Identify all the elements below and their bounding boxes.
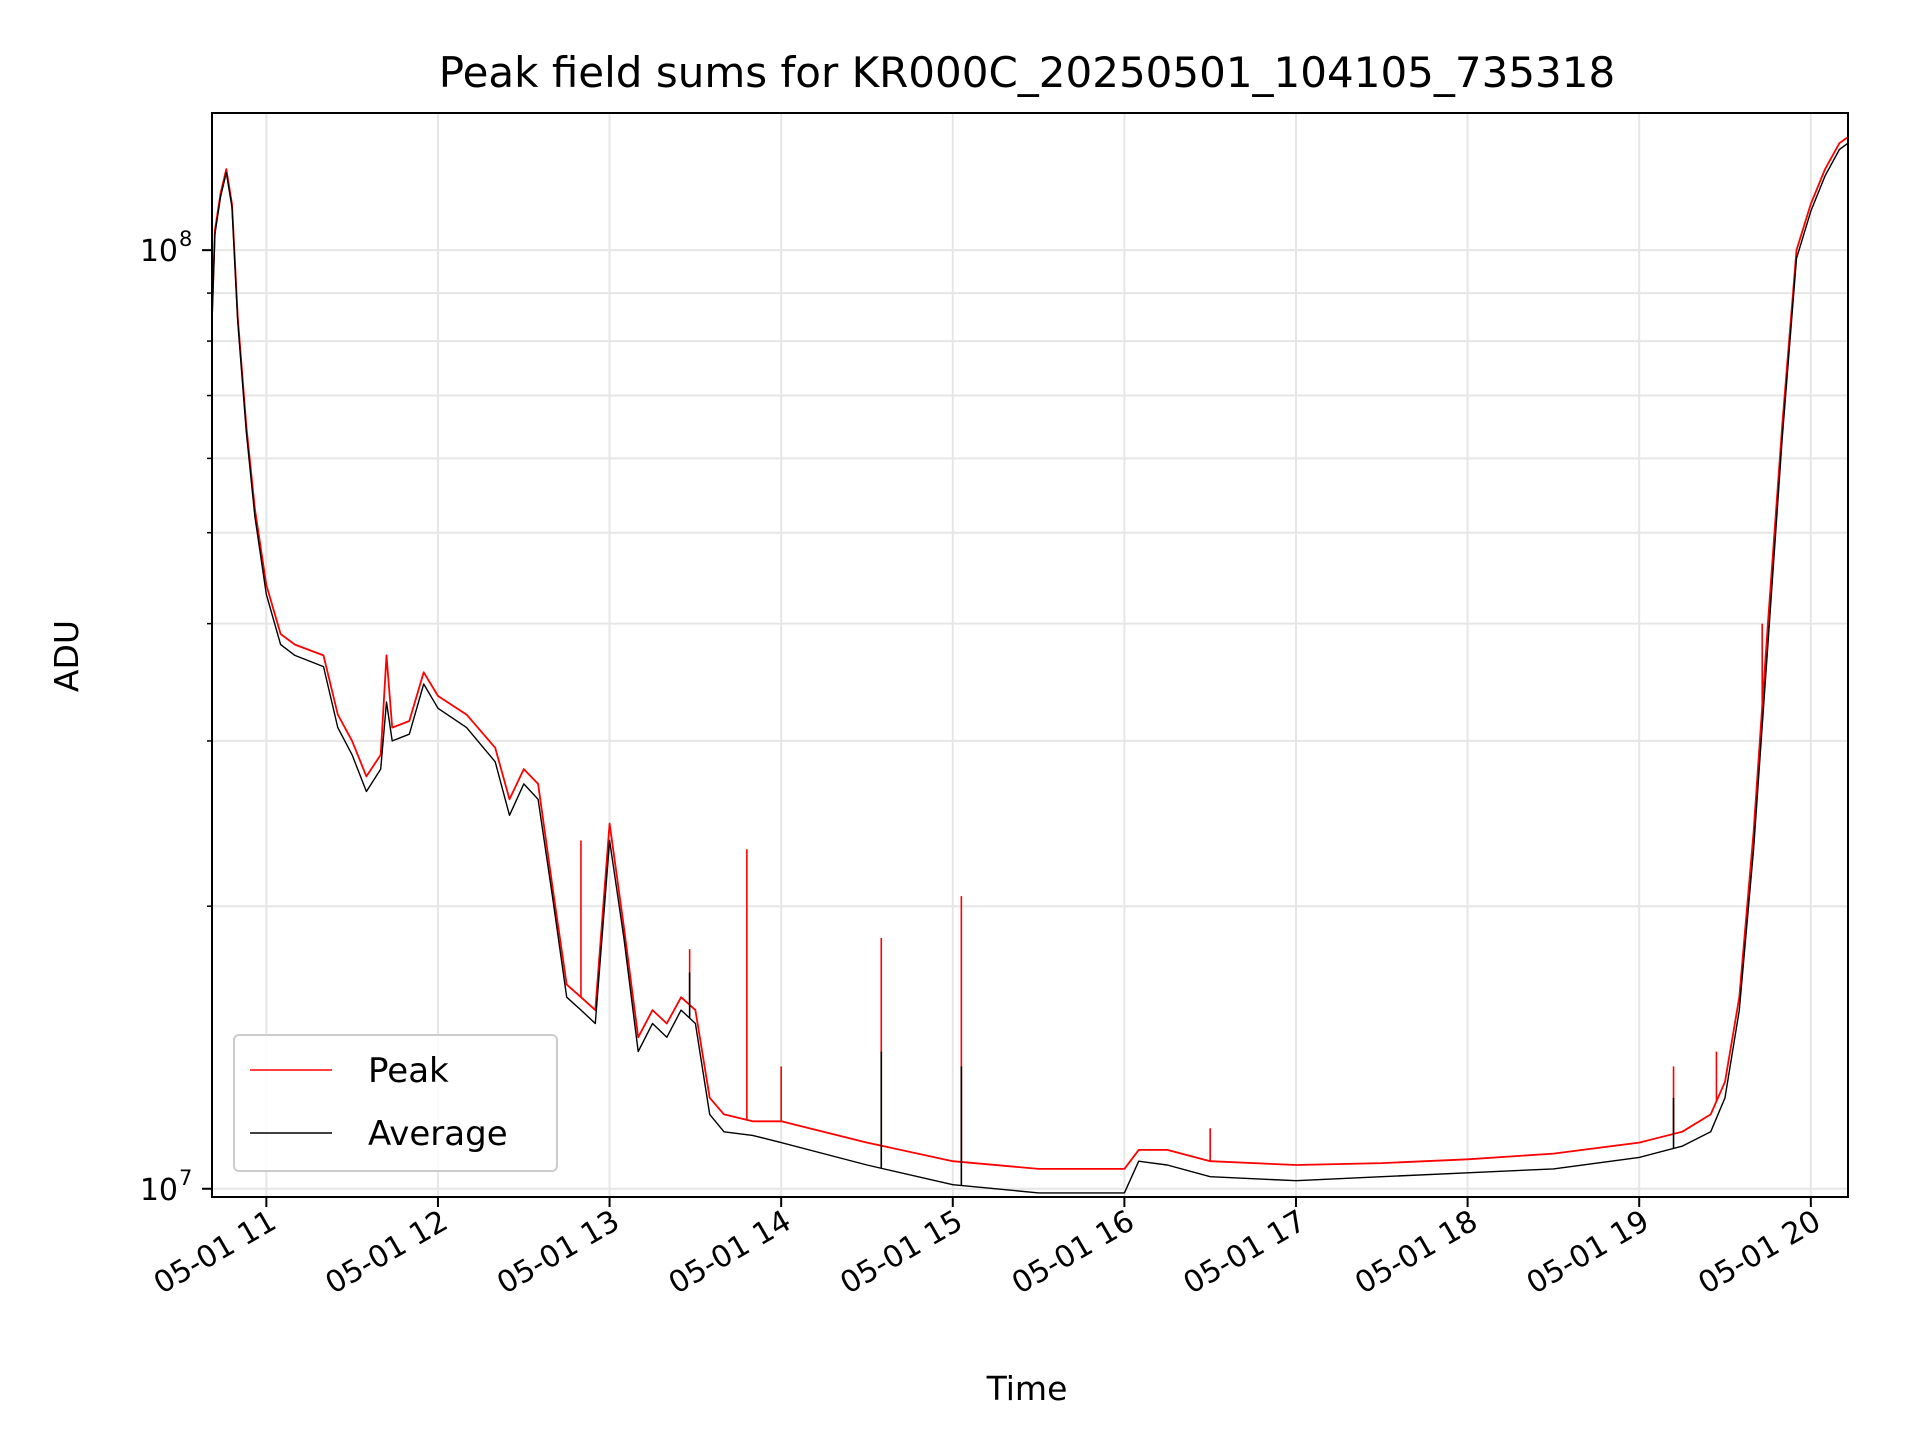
legend-label-average: Average [368, 1114, 508, 1154]
legend: Peak Average [233, 1034, 558, 1172]
chart-title: Peak field sums for KR000C_20250501_1041… [439, 48, 1615, 97]
legend-box [233, 1034, 558, 1172]
y-tick-label-exponent: 8 [179, 227, 192, 251]
y-tick-label: 10 [140, 1173, 178, 1208]
y-tick-label-exponent: 7 [179, 1166, 192, 1190]
series-line-peak [211, 136, 1849, 1170]
grid [212, 113, 1848, 1197]
legend-label-peak: Peak [368, 1051, 449, 1091]
plot-area [211, 136, 1849, 1194]
y-tick-label: 10 [140, 234, 178, 269]
series-line-average [211, 142, 1849, 1194]
x-axis-label: Time [986, 1369, 1068, 1408]
plot-frame [211, 112, 1849, 1198]
y-axis-label: ADU [47, 620, 86, 692]
